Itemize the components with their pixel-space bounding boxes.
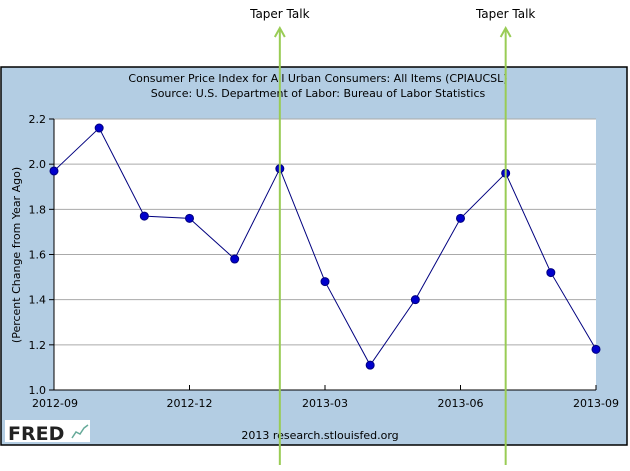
- y-tick-label: 1.8: [29, 203, 47, 216]
- chart-title: Consumer Price Index for All Urban Consu…: [128, 72, 507, 85]
- y-tick-label: 2.0: [29, 158, 47, 171]
- data-point: [456, 213, 465, 223]
- x-tick-label: 2012-09: [32, 397, 78, 410]
- data-point: [94, 123, 104, 133]
- x-tick-label: 2012-12: [167, 397, 213, 410]
- y-tick-label: 2.2: [29, 113, 47, 126]
- chart-subtitle: Source: U.S. Department of Labor: Bureau…: [151, 87, 486, 100]
- svg-text:FRED: FRED: [8, 423, 64, 445]
- data-point: [230, 254, 240, 264]
- annotation-label: Taper Talk: [475, 7, 535, 21]
- x-tick-label: 2013-03: [302, 397, 348, 410]
- data-point: [139, 211, 149, 221]
- y-tick-label: 1.0: [29, 384, 47, 397]
- data-point: [410, 295, 420, 305]
- y-tick-label: 1.6: [29, 249, 47, 262]
- data-point: [185, 213, 194, 223]
- y-tick-label: 1.2: [29, 339, 47, 352]
- data-point: [365, 360, 375, 370]
- data-point: [49, 166, 59, 176]
- data-point: [320, 277, 330, 287]
- annotation-label: Taper Talk: [249, 7, 309, 21]
- arrow-head-icon: [273, 25, 286, 38]
- x-tick-label: 2013-06: [438, 397, 484, 410]
- x-tick-label: 2013-09: [573, 397, 619, 410]
- y-axis-label: (Percent Change from Year Ago): [10, 167, 23, 343]
- arrow-head-icon: [499, 25, 512, 38]
- fred-logo: FRED: [5, 420, 90, 445]
- data-point: [546, 268, 556, 278]
- footer-credit: 2013 research.stlouisfed.org: [241, 429, 398, 442]
- y-tick-label: 1.4: [29, 294, 47, 307]
- data-point: [591, 344, 601, 354]
